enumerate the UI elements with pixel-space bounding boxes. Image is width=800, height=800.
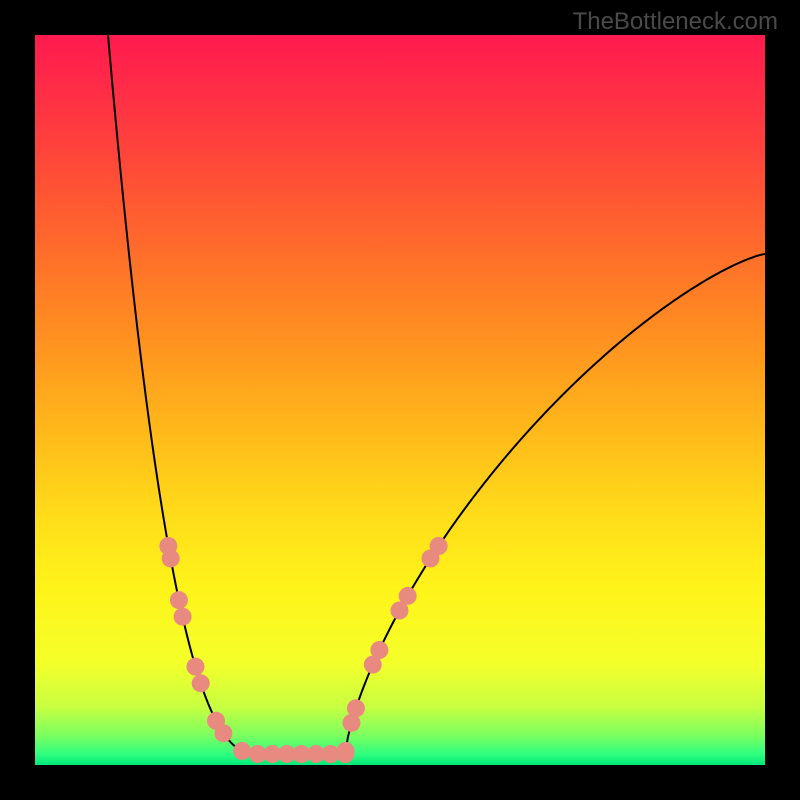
curve-marker xyxy=(233,742,251,760)
bottleneck-chart xyxy=(0,0,800,800)
watermark-attribution: TheBottleneck.com xyxy=(573,8,778,36)
curve-marker xyxy=(336,745,354,763)
curve-marker xyxy=(162,549,180,567)
curve-marker xyxy=(174,608,192,626)
curve-marker xyxy=(343,714,361,732)
plot-background-gradient xyxy=(35,35,765,765)
curve-marker xyxy=(364,656,382,674)
curve-marker xyxy=(214,724,232,742)
curve-marker xyxy=(390,602,408,620)
chart-container: { "type": "line", "canvas": { "width": 8… xyxy=(0,0,800,800)
curve-marker xyxy=(192,674,210,692)
curve-marker xyxy=(170,591,188,609)
curve-marker xyxy=(186,658,204,676)
curve-marker xyxy=(421,549,439,567)
